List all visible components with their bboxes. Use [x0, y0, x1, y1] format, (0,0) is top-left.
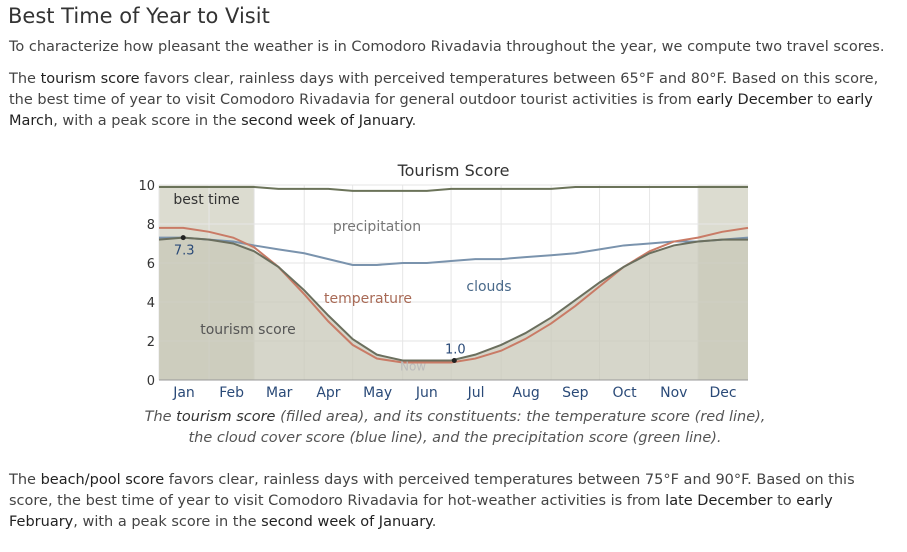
beach-end: early February [9, 493, 833, 530]
beach-paragraph: The beach/pool score favors clear, rainl… [9, 470, 899, 533]
x-tick-label-dec: Dec [709, 385, 736, 401]
now-label: Now [400, 359, 426, 373]
beach-text-4: , with a peak score in the [73, 514, 262, 530]
x-tick-label-apr: Apr [316, 385, 340, 401]
y-tick-label: 0 [147, 374, 155, 389]
tourism-text-1: The [9, 71, 41, 87]
intro-paragraph: To characterize how pleasant the weather… [9, 39, 885, 55]
temperature-label: temperature [324, 291, 412, 307]
peak-marker [180, 235, 186, 241]
x-tick-label-sep: Sep [562, 385, 589, 401]
beach-peak: second week of January [261, 514, 432, 530]
section-heading: Best Time of Year to Visit [8, 4, 270, 28]
series-line-temperature [159, 226, 749, 364]
tourism-score-area [159, 237, 748, 380]
tourism-text-2: favors clear, rainless days with perceiv… [9, 71, 879, 108]
chart-caption: The tourism score (filled area), and its… [140, 407, 770, 449]
y-tick-label: 8 [147, 218, 155, 233]
series-line-clouds [159, 236, 749, 266]
series-line-tourism-score [158, 236, 748, 362]
x-tick-label-mar: Mar [266, 385, 293, 401]
x-tick-label-aug: Aug [512, 385, 539, 401]
caption-score-term: tourism score [176, 409, 276, 425]
y-tick-label: 4 [147, 296, 155, 311]
series-line-precipitation [159, 185, 748, 192]
y-tick-label: 10 [138, 179, 155, 194]
low-marker [451, 358, 457, 363]
x-tick-label-oct: Oct [612, 385, 637, 401]
chart-title: Tourism Score [397, 161, 510, 180]
x-tick-label-feb: Feb [219, 385, 244, 401]
tourism-text-5: . [411, 113, 417, 129]
x-tick-label-nov: Nov [660, 385, 687, 401]
caption-text-2: (filled area), and its constituents: the… [188, 409, 766, 446]
tourism-score-term: tourism score [40, 71, 140, 87]
beach-text-5: . [431, 514, 437, 530]
beach-text-3: to [772, 493, 797, 509]
x-tick-label-jul: Jul [467, 385, 485, 401]
precipitation-label: precipitation [333, 219, 421, 235]
peak-value-label: 7.3 [174, 244, 195, 259]
tourism-score-label: tourism score [200, 322, 296, 338]
x-tick-label-may: May [363, 385, 392, 401]
tourism-text-3: to [812, 92, 837, 108]
beach-text-1: The [9, 472, 41, 488]
clouds-label: clouds [466, 279, 511, 295]
x-tick-label-jun: Jun [415, 385, 438, 401]
beach-start: late December [665, 493, 773, 509]
beach-score-term: beach/pool score [40, 472, 165, 488]
y-tick-label: 2 [147, 335, 155, 350]
tourism-paragraph: The tourism score favors clear, rainless… [9, 69, 899, 132]
low-value-label: 1.0 [445, 343, 466, 358]
caption-text-1: The [144, 409, 177, 425]
tourism-peak: second week of January [241, 113, 412, 129]
y-tick-label: 6 [147, 257, 155, 272]
tourism-end: early March [9, 92, 873, 129]
x-tick-label-jan: Jan [172, 385, 195, 401]
tourism-start: early December [696, 92, 813, 108]
tourism-text-4: , with a peak score in the [53, 113, 242, 129]
best-time-label: best time [173, 192, 239, 208]
beach-text-2: favors clear, rainless days with perceiv… [9, 472, 855, 509]
